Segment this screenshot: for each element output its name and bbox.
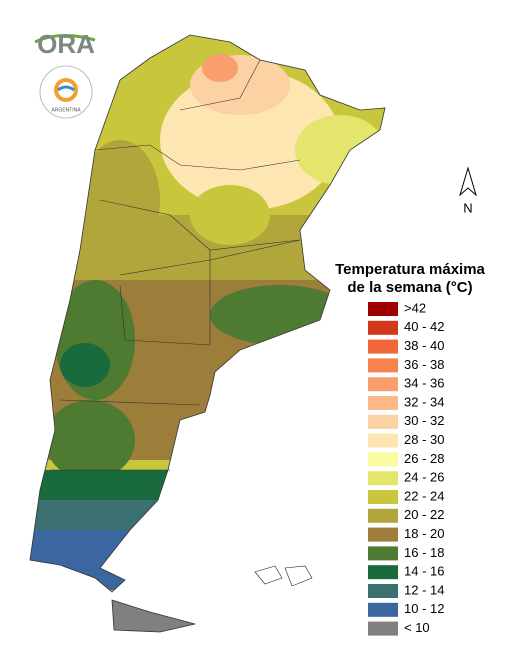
- country-outline: [29, 34, 386, 633]
- legend-swatch: [368, 358, 398, 373]
- legend-swatch: [368, 377, 398, 392]
- legend-swatch: [368, 471, 398, 486]
- legend-swatch: [368, 452, 398, 467]
- legend-swatch: [368, 302, 398, 316]
- legend-title: de la semana (°C): [347, 279, 472, 296]
- legend-swatch: [368, 320, 398, 335]
- legend-swatch: [368, 527, 398, 542]
- logo-seal: [39, 65, 93, 119]
- logo-subtitle: ARGENTINA: [51, 107, 81, 113]
- legend-swatch: [368, 396, 398, 410]
- legend-swatch: [368, 546, 398, 561]
- legend-label: < 10: [404, 620, 430, 635]
- legend-swatch: [368, 584, 398, 598]
- legend-title: Temperatura máxima: [335, 261, 485, 278]
- legend-label: 26 - 28: [404, 451, 444, 466]
- legend-swatch: [368, 508, 398, 523]
- logo: ORA ARGENTINA: [34, 29, 96, 119]
- legend-swatch: [368, 433, 398, 448]
- province-borders: [50, 59, 301, 471]
- legend-label: 38 - 40: [404, 338, 444, 353]
- logo-title: ORA: [37, 29, 95, 59]
- legend-swatch: [368, 490, 398, 504]
- malvinas: [254, 565, 313, 587]
- legend-swatch: [368, 621, 398, 636]
- legend-label: 12 - 14: [404, 582, 444, 597]
- legend-label: 20 - 22: [404, 507, 444, 522]
- legend-swatch: [368, 602, 398, 617]
- north-label: N: [463, 200, 472, 215]
- legend-swatch: [368, 339, 398, 354]
- legend-label: 30 - 32: [404, 413, 444, 428]
- legend-label: 34 - 36: [404, 376, 444, 391]
- legend-swatch: [368, 414, 398, 429]
- legend-label: 10 - 12: [404, 601, 444, 616]
- legend-label: 24 - 26: [404, 470, 444, 485]
- legend-swatch: [368, 565, 398, 580]
- legend-label: 22 - 24: [404, 488, 444, 503]
- legend-label: 14 - 16: [404, 564, 444, 579]
- legend-label: 40 - 42: [404, 319, 444, 334]
- legend-label: 16 - 18: [404, 545, 444, 560]
- legend-label: 32 - 34: [404, 394, 444, 409]
- legend-label: >42: [404, 300, 426, 315]
- legend-label: 18 - 20: [404, 526, 444, 541]
- legend-label: 28 - 30: [404, 432, 444, 447]
- legend-label: 36 - 38: [404, 357, 444, 372]
- north-arrow: N: [459, 166, 477, 215]
